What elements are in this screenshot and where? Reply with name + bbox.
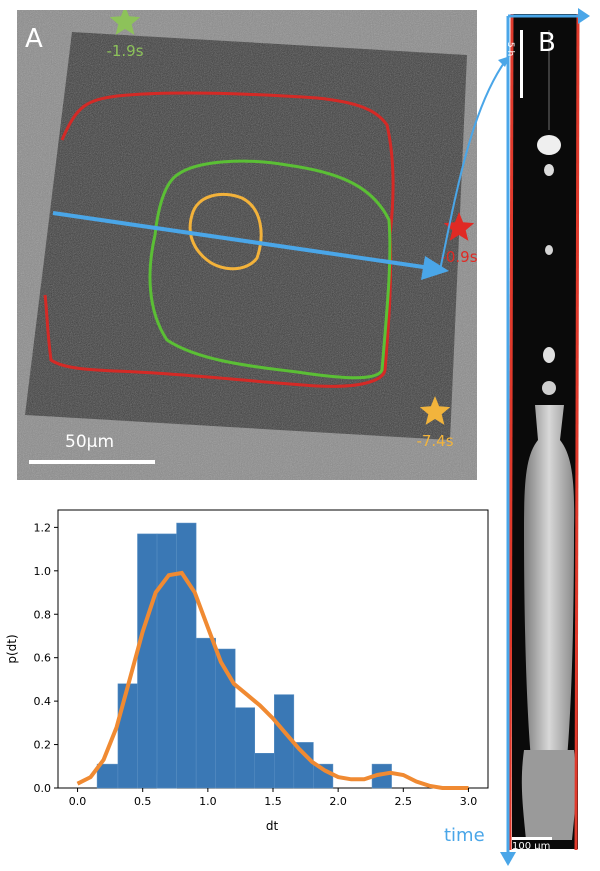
panel-a-image: -1.9s -0.9s -7.4s A 50μm xyxy=(17,10,477,480)
contour-middle xyxy=(148,159,392,380)
y-tick-label: 1.2 xyxy=(34,521,52,534)
y-tick-label: 0.4 xyxy=(34,695,52,708)
marker-star-icon xyxy=(419,396,451,425)
direction-arrow xyxy=(52,211,438,271)
x-tick-label: 0.5 xyxy=(134,795,152,808)
histogram-chart: 0.0 0.5 1.0 1.5 2.0 2.5 3.0 0.0 0.2 0.4 0.6 0.8 1.0… xyxy=(5,509,489,833)
y-tick-label: 0.8 xyxy=(34,608,52,621)
x-tick-label: 2.0 xyxy=(329,795,347,808)
histogram-bar xyxy=(117,683,138,789)
x-tick-label: 1.0 xyxy=(199,795,217,808)
y-tick-label: 1.0 xyxy=(34,565,52,578)
time-scale-label: 5 h xyxy=(505,41,516,57)
y-tick-label: 0.2 xyxy=(34,739,52,752)
contour-outer xyxy=(43,91,395,388)
kde-curve xyxy=(76,570,469,790)
histogram-bar xyxy=(137,533,158,789)
x-tick-label: 0.0 xyxy=(69,795,87,808)
histogram-bar xyxy=(176,522,197,789)
kymograph-image xyxy=(500,8,590,866)
connector-arrow xyxy=(439,59,507,271)
marker-time-label: -7.4s xyxy=(416,432,453,450)
scale-bar-b xyxy=(512,837,552,840)
x-tick-label: 2.5 xyxy=(395,795,413,808)
histogram-bar xyxy=(234,707,256,789)
kymo-right-border xyxy=(574,13,580,851)
histogram-bar xyxy=(96,763,119,789)
marker-star-icon xyxy=(109,10,141,35)
marker-time-label: -0.9s xyxy=(440,248,477,266)
microscopy-image: -1.9s -0.9s -7.4s xyxy=(17,10,477,480)
kymo-left-border xyxy=(508,13,514,851)
panel-a-label: A xyxy=(25,24,43,54)
scale-bar-a xyxy=(29,460,155,464)
x-axis-label: dt xyxy=(266,819,279,833)
x-tick-label: 1.5 xyxy=(264,795,282,808)
kymo-time-arrow-head xyxy=(500,852,516,866)
marker-star-icon xyxy=(443,212,475,241)
kymo-top-arrow-head xyxy=(578,8,590,24)
scale-bar-b-label: 100 μm xyxy=(512,841,551,852)
marker-time-label: -1.9s xyxy=(106,42,143,60)
histogram-bar xyxy=(156,533,177,789)
time-scale-bar xyxy=(520,30,523,98)
histogram-bar xyxy=(254,753,275,789)
histogram-bar xyxy=(195,637,216,789)
time-axis-label: time xyxy=(444,825,485,846)
panel-b-kymograph: B 5 h 100 μm xyxy=(500,8,600,866)
direction-arrow-head xyxy=(421,256,449,280)
y-tick-label: 0.6 xyxy=(34,652,52,665)
y-tick-label: 0.0 xyxy=(34,782,52,795)
panel-b-label: B xyxy=(538,28,556,58)
y-axis-label: p(dt) xyxy=(5,634,19,663)
x-tick-label: 3.0 xyxy=(460,795,478,808)
scale-bar-a-label: 50μm xyxy=(65,432,115,452)
contour-inner xyxy=(188,192,263,271)
